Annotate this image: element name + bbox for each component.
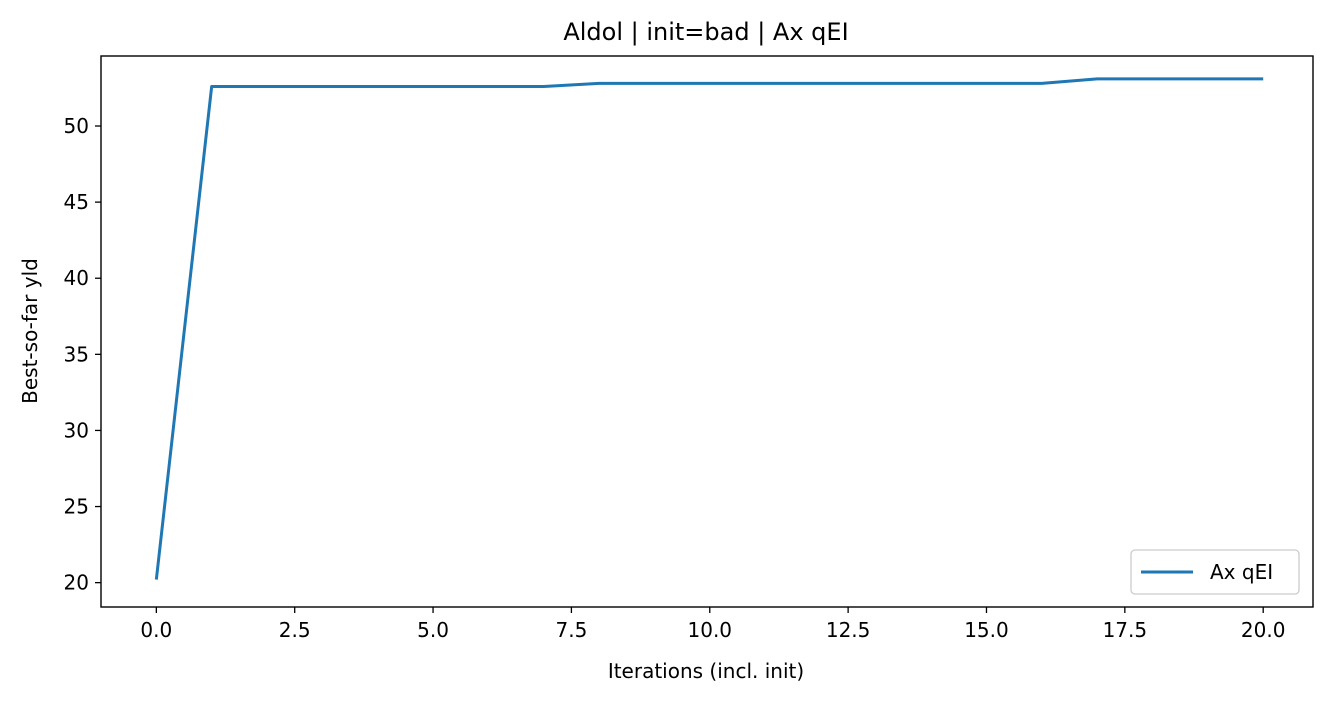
legend-box — [1130, 549, 1300, 595]
y-tick-label: 25 — [64, 495, 89, 519]
x-tick-label: 7.5 — [556, 618, 588, 642]
series-line-ax-qei — [154, 77, 1264, 580]
x-tick-label: 0.0 — [140, 618, 172, 642]
y-tick-label: 40 — [64, 266, 89, 290]
x-tick-label: 20.0 — [1241, 618, 1286, 642]
x-tick-label: 17.5 — [1103, 618, 1148, 642]
x-tick-label: 2.5 — [279, 618, 311, 642]
y-tick-label: 30 — [64, 418, 89, 442]
y-tick-label: 35 — [64, 342, 89, 366]
x-tick-label: 15.0 — [964, 618, 1009, 642]
chart-title: Aldol | init=bad | Ax qEI — [563, 18, 848, 46]
y-axis-ticks: 20 25 30 35 40 45 50 — [64, 114, 101, 595]
x-tick-label: 12.5 — [826, 618, 871, 642]
x-tick-label: 5.0 — [417, 618, 449, 642]
legend: Ax qEI — [1130, 549, 1300, 595]
y-tick-label: 20 — [64, 571, 89, 595]
plot-area — [154, 77, 1264, 580]
x-axis-ticks: 0.0 2.5 5.0 7.5 10.0 12.5 15.0 17.5 20.0 — [140, 607, 1285, 642]
x-axis-label: Iterations (incl. init) — [608, 659, 804, 683]
y-tick-label: 45 — [64, 190, 89, 214]
x-tick-label: 10.0 — [688, 618, 733, 642]
y-tick-label: 50 — [64, 114, 89, 138]
legend-label-ax-qei: Ax qEI — [1210, 560, 1273, 584]
plot-frame — [100, 55, 1314, 608]
y-axis-label: Best-so-far yld — [18, 258, 42, 404]
